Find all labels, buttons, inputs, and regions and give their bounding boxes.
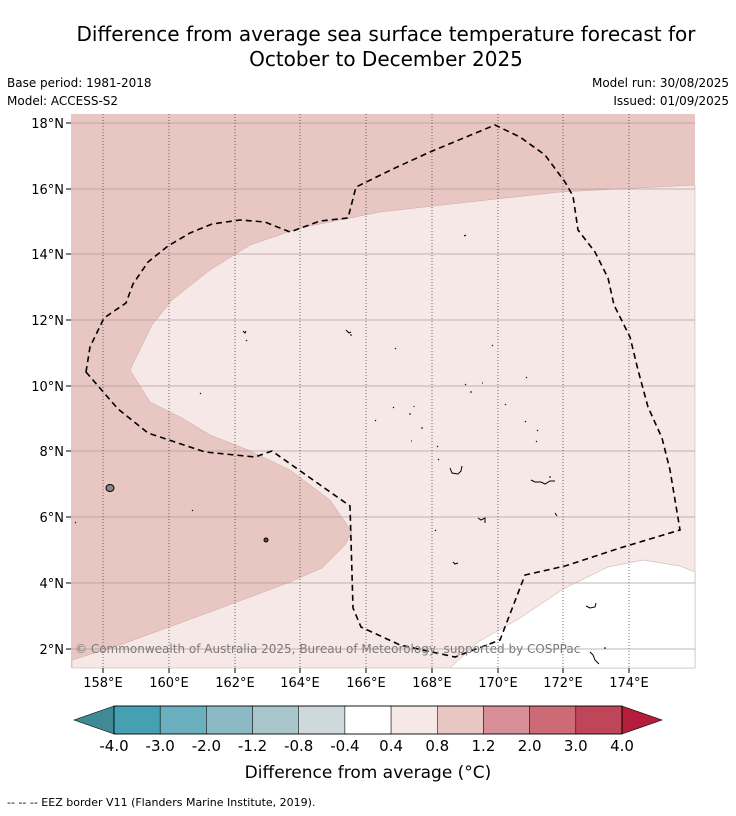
lon-label: 164°E (280, 676, 320, 691)
model-run: Model run: 30/08/2025 (591, 76, 729, 90)
colorbar-label: 3.0 (564, 737, 588, 755)
colorbar-cell (298, 705, 346, 735)
colorbar-cell (390, 705, 438, 735)
chart-title: Difference from average sea surface temp… (0, 22, 736, 72)
lat-label: 14°N (31, 248, 64, 263)
colorbar-label: -0.8 (284, 737, 313, 755)
meta-left: Base period: 1981-2018 Model: ACCESS-S2 (7, 74, 152, 110)
colorbar-cell (113, 705, 161, 735)
colorbar-cell (206, 705, 253, 735)
colorbar-label: -2.0 (192, 737, 221, 755)
lon-label: 162°E (215, 676, 255, 691)
latitude-labels: 18°N 16°N 14°N 12°N 10°N 8°N 6°N 4°N 2°N (31, 117, 64, 658)
colorbar-label: 0.4 (379, 737, 403, 755)
eez-border (85, 124, 681, 658)
colorbar-low-extend (73, 705, 115, 735)
colorbar-cell (483, 705, 530, 735)
lat-label: 2°N (40, 643, 65, 658)
eez-legend-note: -- -- -- EEZ border V11 (Flanders Marine… (7, 796, 316, 809)
lon-label: 168°E (412, 676, 452, 691)
lat-label: 6°N (40, 511, 65, 526)
island-outlines (74, 234, 606, 665)
anomaly-region-0p4-0p8 (71, 184, 696, 669)
meta-right: Model run: 30/08/2025 Issued: 01/09/2025 (592, 74, 729, 110)
lat-label: 18°N (31, 117, 64, 132)
lon-label: 166°E (346, 676, 386, 691)
base-period: Base period: 1981-2018 (7, 76, 152, 90)
longitude-tick-marks (102, 668, 630, 673)
colorbar-cell (344, 705, 392, 735)
colorbar-label: 4.0 (610, 737, 634, 755)
lon-label: 172°E (543, 676, 583, 691)
colorbar-label: -3.0 (146, 737, 175, 755)
colorbar-title: Difference from average (°C) (244, 763, 492, 783)
colorbar-cell (437, 705, 484, 735)
colorbar-cell (252, 705, 299, 735)
lat-label: 12°N (31, 314, 64, 329)
colorbar-cell (575, 705, 623, 735)
colorbar-label: 2.0 (518, 737, 542, 755)
lon-label: 174°E (609, 676, 649, 691)
neutral-region (449, 559, 696, 669)
longitude-labels: 158°E 160°E 162°E 164°E 166°E 168°E 170°… (83, 676, 649, 691)
lat-label: 4°N (40, 577, 65, 592)
colorbar-tick-labels: -4.0 -3.0 -2.0 -1.2 -0.8 -0.4 0.4 0.8 1.2 2.0 3.0 4… (99, 737, 634, 755)
colorbar-label: 1.2 (472, 737, 496, 755)
colorbar-label: -4.0 (99, 737, 128, 755)
colorbar (73, 705, 663, 735)
lon-label: 170°E (478, 676, 518, 691)
colorbar-cell (159, 705, 207, 735)
colorbar-high-extend (621, 705, 663, 735)
lat-label: 16°N (31, 183, 64, 198)
colorbar-label: -1.2 (238, 737, 267, 755)
issued-date: Issued: 01/09/2025 (613, 94, 729, 108)
colorbar-label: -0.4 (330, 737, 359, 755)
model-name: Model: ACCESS-S2 (7, 94, 119, 108)
title-line-1: Difference from average sea surface temp… (76, 22, 696, 46)
copyright-notice: © Commonwealth of Australia 2025, Bureau… (75, 642, 580, 656)
latitude-tick-marks (66, 122, 71, 650)
latitude-gridlines (71, 122, 695, 650)
colorbar-label: 0.8 (425, 737, 449, 755)
lat-label: 8°N (40, 445, 65, 460)
lon-label: 160°E (149, 676, 189, 691)
title-line-2: October to December 2025 (249, 47, 523, 71)
colorbar-cell (529, 705, 577, 735)
lat-label: 10°N (31, 380, 64, 395)
lon-label: 158°E (83, 676, 123, 691)
